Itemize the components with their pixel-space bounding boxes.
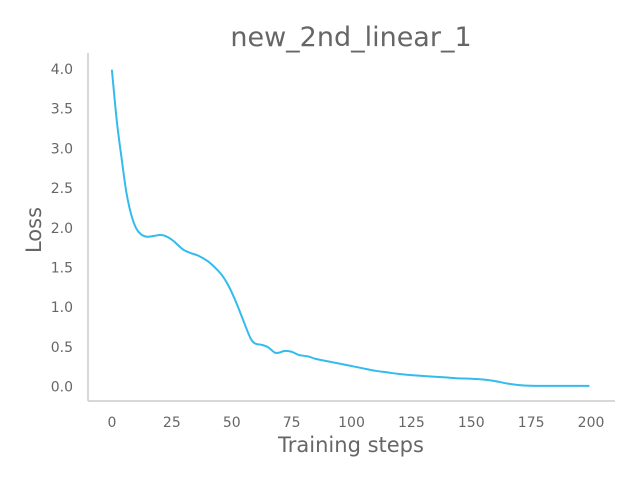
y-tick-label: 3.0 [51, 141, 73, 157]
x-tick-label: 175 [518, 415, 545, 431]
y-tick-label: 0.5 [51, 340, 73, 356]
y-axis-label: Loss [22, 207, 46, 253]
x-tick-label: 100 [338, 415, 365, 431]
y-tick-labels: 0.0 0.5 1.0 1.5 2.0 2.5 3.0 3.5 4.0 [51, 62, 73, 396]
x-tick-labels: 0 25 50 75 100 125 150 175 200 [107, 415, 604, 431]
y-tick-label: 2.0 [51, 221, 73, 237]
y-tick-label: 0.0 [51, 380, 73, 396]
x-tick-label: 150 [458, 415, 485, 431]
x-tick-label: 50 [223, 415, 241, 431]
y-tick-label: 1.0 [51, 300, 73, 316]
y-tick-label: 1.5 [51, 261, 73, 277]
x-tick-label: 125 [398, 415, 425, 431]
x-tick-label: 0 [107, 415, 116, 431]
loss-series-line [110, 69, 590, 387]
x-axis-label: Training steps [277, 433, 424, 457]
x-tick-label: 25 [163, 415, 181, 431]
x-tick-label: 75 [283, 415, 301, 431]
y-tick-label: 2.5 [51, 181, 73, 197]
x-tick-label: 200 [578, 415, 605, 431]
chart-title: new_2nd_linear_1 [230, 22, 471, 53]
y-tick-label: 3.5 [51, 102, 73, 118]
y-tick-label: 4.0 [51, 62, 73, 78]
